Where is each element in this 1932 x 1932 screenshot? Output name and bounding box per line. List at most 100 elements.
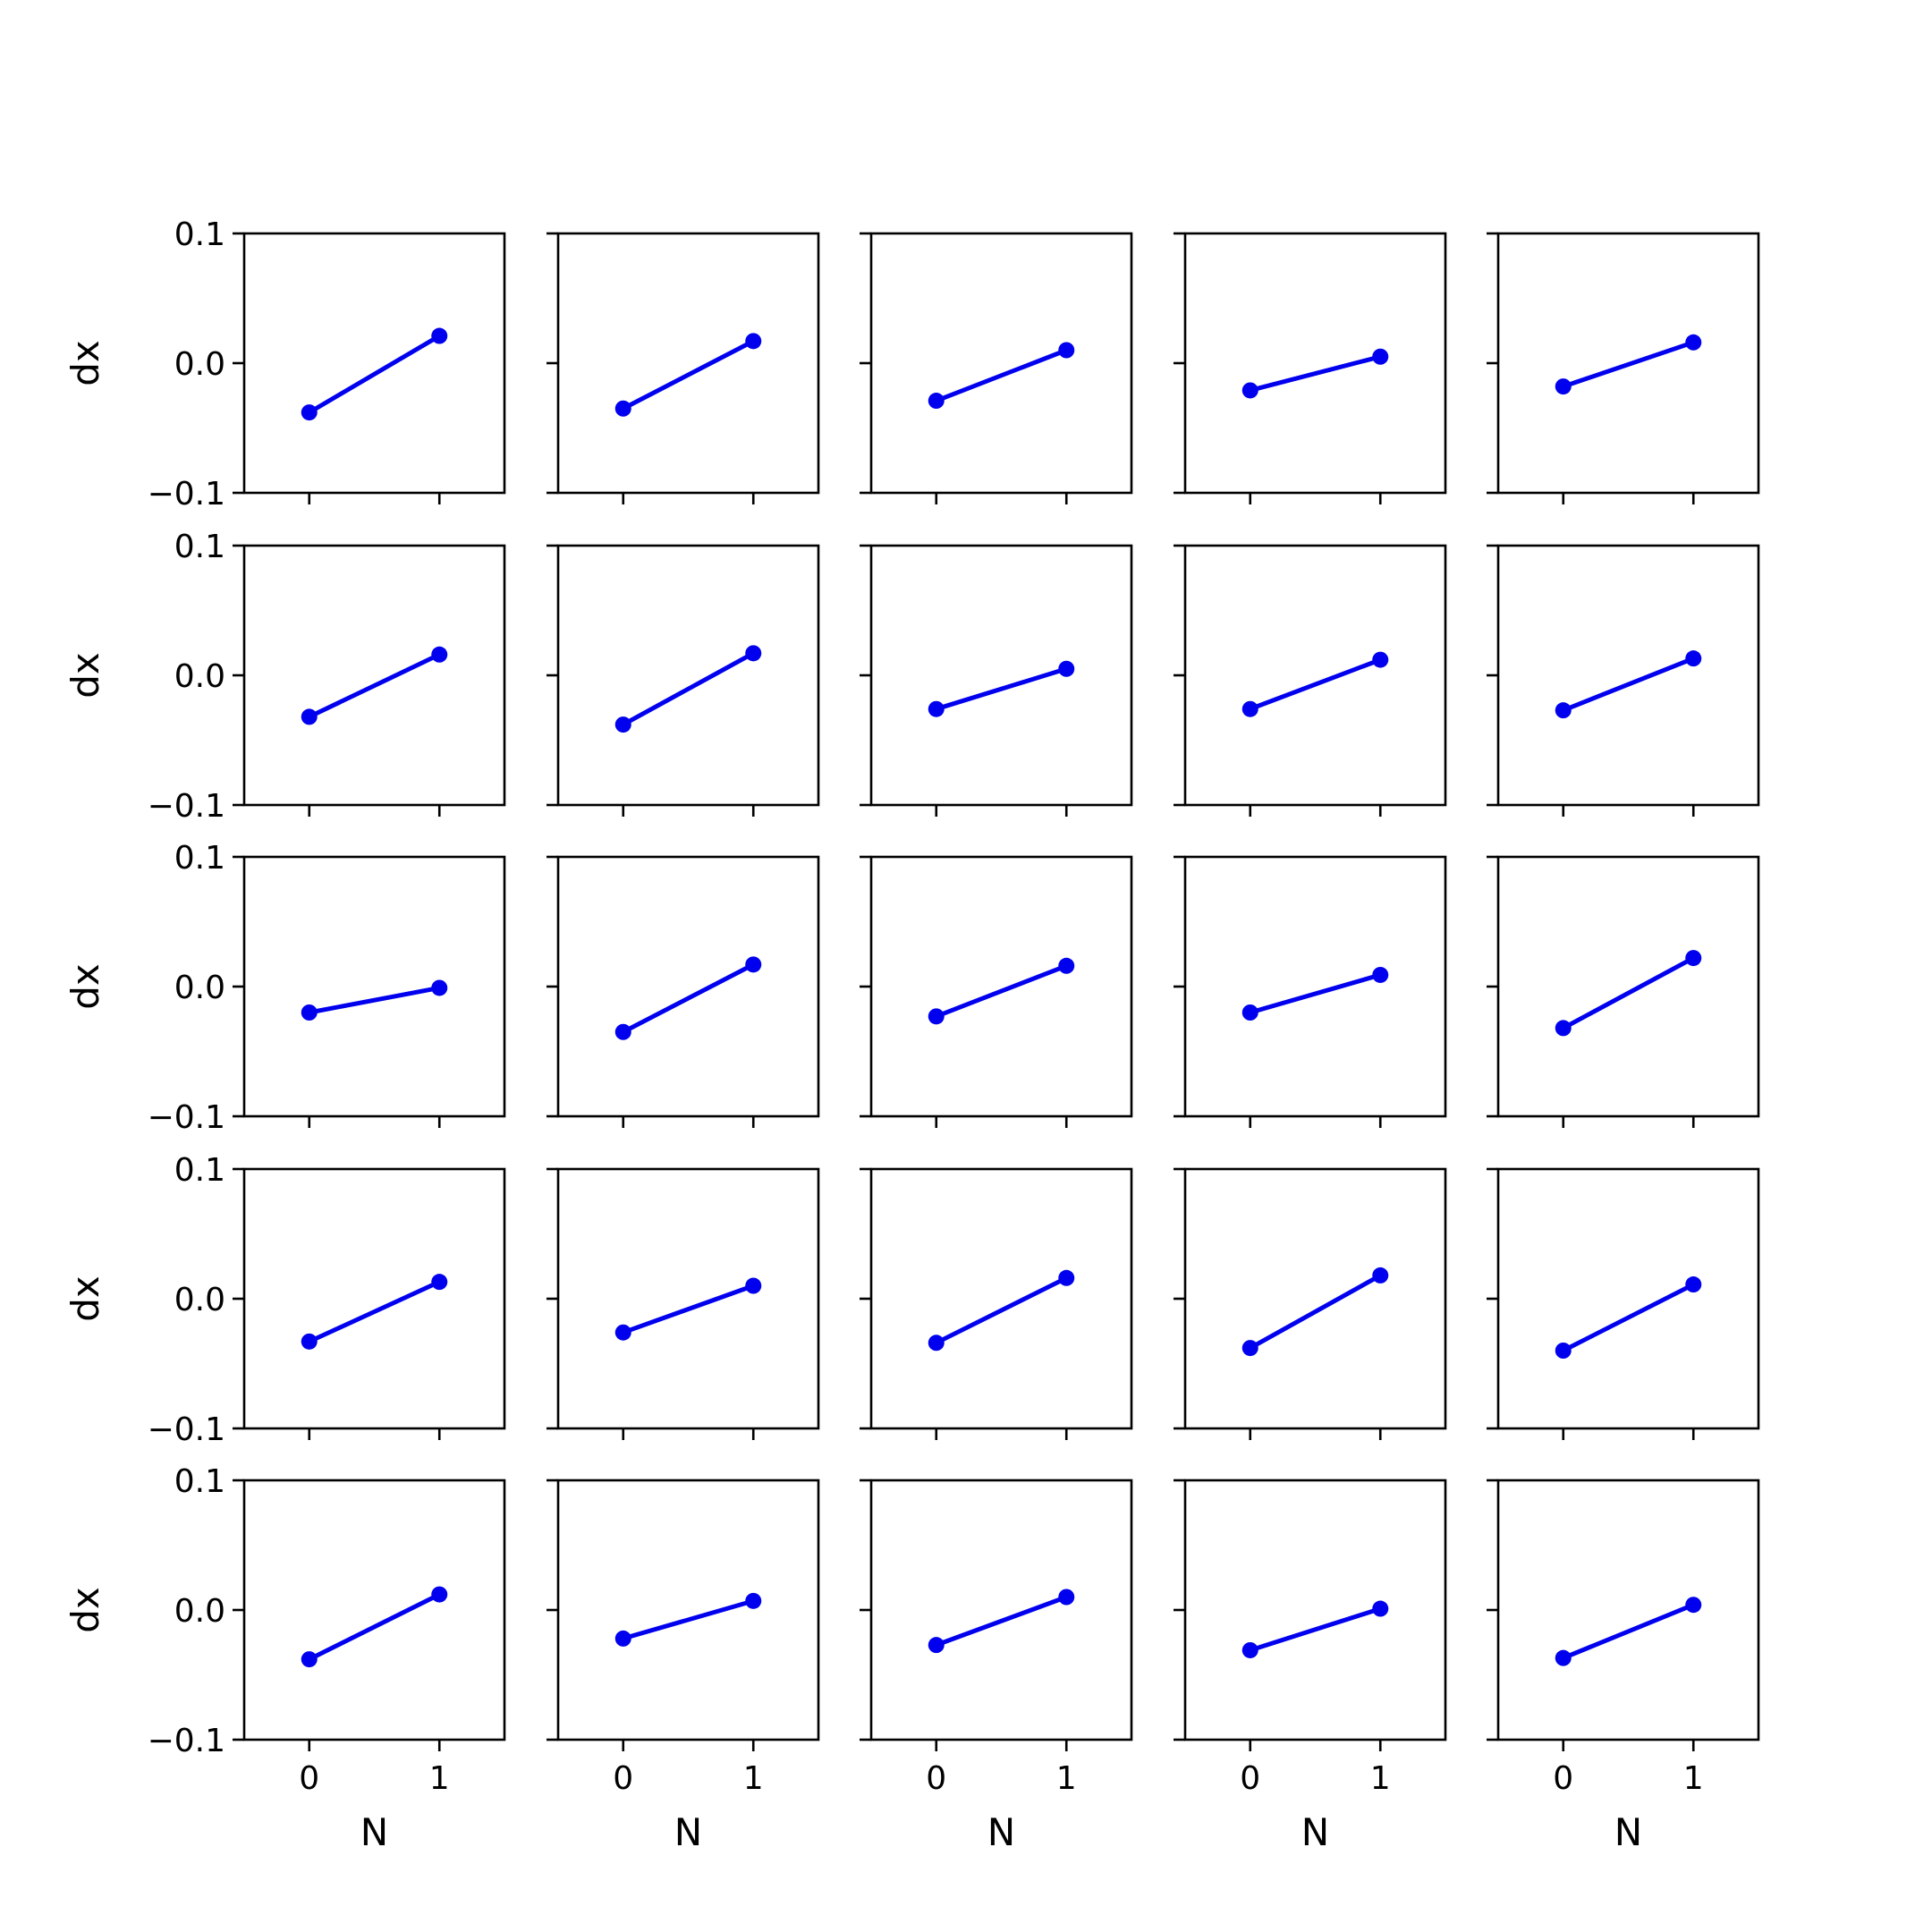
y-tick-label: 0.0 (174, 1593, 225, 1630)
data-point (614, 1630, 631, 1647)
panel-r2-c1: −0.1 0.0 0.1 dx (64, 529, 506, 825)
x-tick-label: 1 (1056, 1760, 1077, 1797)
series-line (1248, 972, 1383, 1015)
series-line (307, 334, 442, 415)
panel-r1-c2 (547, 232, 820, 504)
data-point (1555, 378, 1572, 395)
y-tick-label: 0.1 (174, 529, 225, 565)
data-point (1241, 382, 1258, 399)
data-point (301, 1333, 318, 1350)
series-line (1248, 354, 1383, 393)
panel-r5-c2: 0 1 N (547, 1479, 820, 1854)
y-tick-label: 0.1 (174, 840, 225, 877)
data-point (431, 646, 448, 663)
series-line (621, 962, 756, 1035)
panel-r4-c5 (1487, 1167, 1760, 1440)
panel-frame (242, 232, 506, 495)
panel-r1-c5 (1487, 232, 1760, 504)
panel-frame (242, 544, 506, 807)
y-tick-label: −0.1 (148, 1411, 225, 1448)
panel-r5-c1: −0.1 0.0 0.1 0 1 dx N (64, 1463, 506, 1854)
x-axis-label: N (674, 1810, 702, 1854)
panel-r4-c4 (1174, 1167, 1447, 1440)
series-line (1561, 340, 1696, 389)
panel-frame (869, 855, 1133, 1118)
y-axis-label: dx (64, 340, 107, 386)
data-point (1058, 1589, 1075, 1606)
series-line (621, 1284, 756, 1335)
panel-frame (242, 855, 506, 1118)
series-line (1248, 1273, 1383, 1351)
panel-r1-c3 (860, 232, 1133, 504)
series-line (621, 338, 756, 411)
data-point (928, 393, 945, 410)
panel-frame (556, 544, 820, 807)
data-point (1058, 957, 1075, 974)
x-tick-label: 1 (429, 1760, 450, 1797)
data-point (928, 1335, 945, 1352)
series-line (307, 652, 442, 719)
data-point (1685, 650, 1702, 667)
series-line (1248, 657, 1383, 712)
panel-frame (556, 1167, 820, 1430)
panel-frame (869, 1479, 1133, 1741)
panel-frame (1496, 1167, 1760, 1430)
series-line (1248, 1606, 1383, 1653)
data-point (1555, 1649, 1572, 1666)
data-point (301, 1651, 318, 1668)
data-point (431, 979, 448, 996)
x-tick-label: 0 (1553, 1760, 1573, 1797)
series-line (307, 1592, 442, 1662)
data-point (614, 716, 631, 733)
x-tick-label: 0 (613, 1760, 633, 1797)
data-point (301, 708, 318, 725)
panel-frame (869, 544, 1133, 807)
panel-r1-c4 (1174, 232, 1447, 504)
panel-r3-c3 (860, 855, 1133, 1128)
x-tick-label: 0 (1240, 1760, 1260, 1797)
data-point (928, 1637, 945, 1654)
panel-r5-c3: 0 1 N (860, 1479, 1133, 1854)
panel-frame (1183, 544, 1447, 807)
panel-frame (242, 1167, 506, 1430)
panel-frame (1183, 1479, 1447, 1741)
panel-r2-c5 (1487, 544, 1760, 817)
panel-frame (556, 855, 820, 1118)
data-point (745, 645, 762, 662)
panel-r4-c2 (547, 1167, 820, 1440)
data-point (1372, 651, 1389, 668)
data-point (431, 1274, 448, 1291)
data-point (1555, 702, 1572, 719)
y-tick-label: 0.0 (174, 346, 225, 383)
data-point (614, 400, 631, 417)
data-point (1685, 1597, 1702, 1614)
data-point (745, 956, 762, 973)
panel-r3-c5 (1487, 855, 1760, 1128)
x-axis-label: N (360, 1810, 388, 1854)
data-point (1685, 1276, 1702, 1293)
data-point (1058, 660, 1075, 677)
data-point (1241, 700, 1258, 717)
y-tick-label: −0.1 (148, 788, 225, 825)
x-axis-label: N (1301, 1810, 1329, 1854)
panel-r3-c2 (547, 855, 820, 1128)
y-axis-label: dx (64, 652, 107, 699)
panel-r3-c1: −0.1 0.0 0.1 dx (64, 840, 506, 1136)
panel-r5-c5: 0 1 N (1487, 1479, 1760, 1854)
data-point (1685, 950, 1702, 967)
data-point (431, 1586, 448, 1603)
data-point (1555, 1343, 1572, 1359)
x-axis-label: N (1614, 1810, 1642, 1854)
panel-frame (869, 1167, 1133, 1430)
data-point (1241, 1004, 1258, 1021)
panel-r4-c3 (860, 1167, 1133, 1440)
panel-r2-c2 (547, 544, 820, 817)
data-point (928, 700, 945, 717)
series-line (934, 666, 1069, 712)
y-axis-label: dx (64, 963, 107, 1010)
series-line (621, 1598, 756, 1641)
x-tick-label: 0 (299, 1760, 319, 1797)
panel-frame (1496, 544, 1760, 807)
x-tick-label: 0 (926, 1760, 946, 1797)
